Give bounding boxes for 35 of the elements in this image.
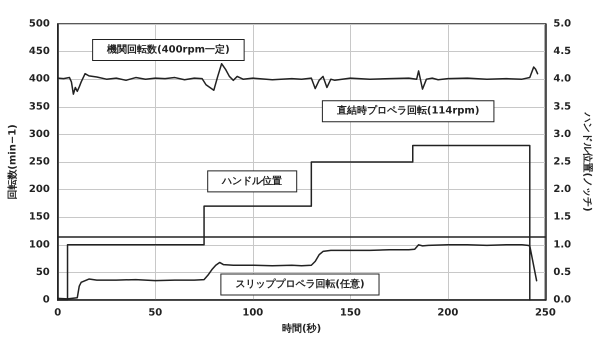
- series-label: ハンドル位置: [221, 174, 282, 187]
- y-tick-label: 200: [28, 184, 50, 196]
- x-axis-title: 時間(秒): [282, 322, 322, 334]
- y2-tick-label: 3.5: [553, 101, 572, 112]
- y-axis-title: 回転数(min−1): [6, 124, 18, 200]
- y2-tick-label: 0.0: [553, 294, 572, 306]
- y-tick-label: 400: [28, 74, 50, 85]
- y2-tick-label: 1.5: [553, 212, 572, 223]
- y2-tick-label: 1.0: [553, 239, 572, 250]
- x-tick-label: 50: [148, 308, 162, 318]
- annotation: 直結時プロペラ回転(114rpm): [336, 104, 480, 117]
- y2-tick-label: 4.5: [553, 46, 572, 58]
- y2-tick-label: 0.5: [553, 266, 572, 278]
- y2-tick-label: 2.0: [553, 184, 572, 196]
- x-tick-label: 100: [242, 308, 264, 318]
- y-tick-label: 350: [28, 101, 50, 112]
- y-tick-label: 450: [28, 46, 50, 58]
- x-tick-label: 200: [437, 308, 458, 318]
- y-tick-label: 300: [28, 128, 50, 140]
- y-tick-label: 0: [42, 294, 50, 306]
- y2-tick-label: 3.0: [553, 128, 572, 140]
- series-label: 機関回転数(400rpm一定): [106, 43, 230, 56]
- y-tick-label: 150: [28, 212, 50, 223]
- x-tick-label: 150: [340, 308, 361, 318]
- series-label: スリッププロペラ回転(任意): [235, 278, 365, 290]
- y2-axis-title: ハンドル位置(ノッチ): [582, 111, 594, 212]
- y2-tick-label: 5.0: [553, 18, 572, 30]
- y-tick-label: 500: [28, 18, 50, 30]
- y-tick-label: 250: [28, 156, 50, 168]
- y2-tick-label: 4.0: [553, 74, 572, 85]
- x-tick-label: 0: [54, 308, 62, 318]
- y-tick-label: 50: [36, 266, 50, 278]
- x-tick-label: 250: [534, 308, 556, 318]
- y-tick-label: 100: [28, 239, 50, 250]
- y2-tick-label: 2.5: [553, 156, 572, 168]
